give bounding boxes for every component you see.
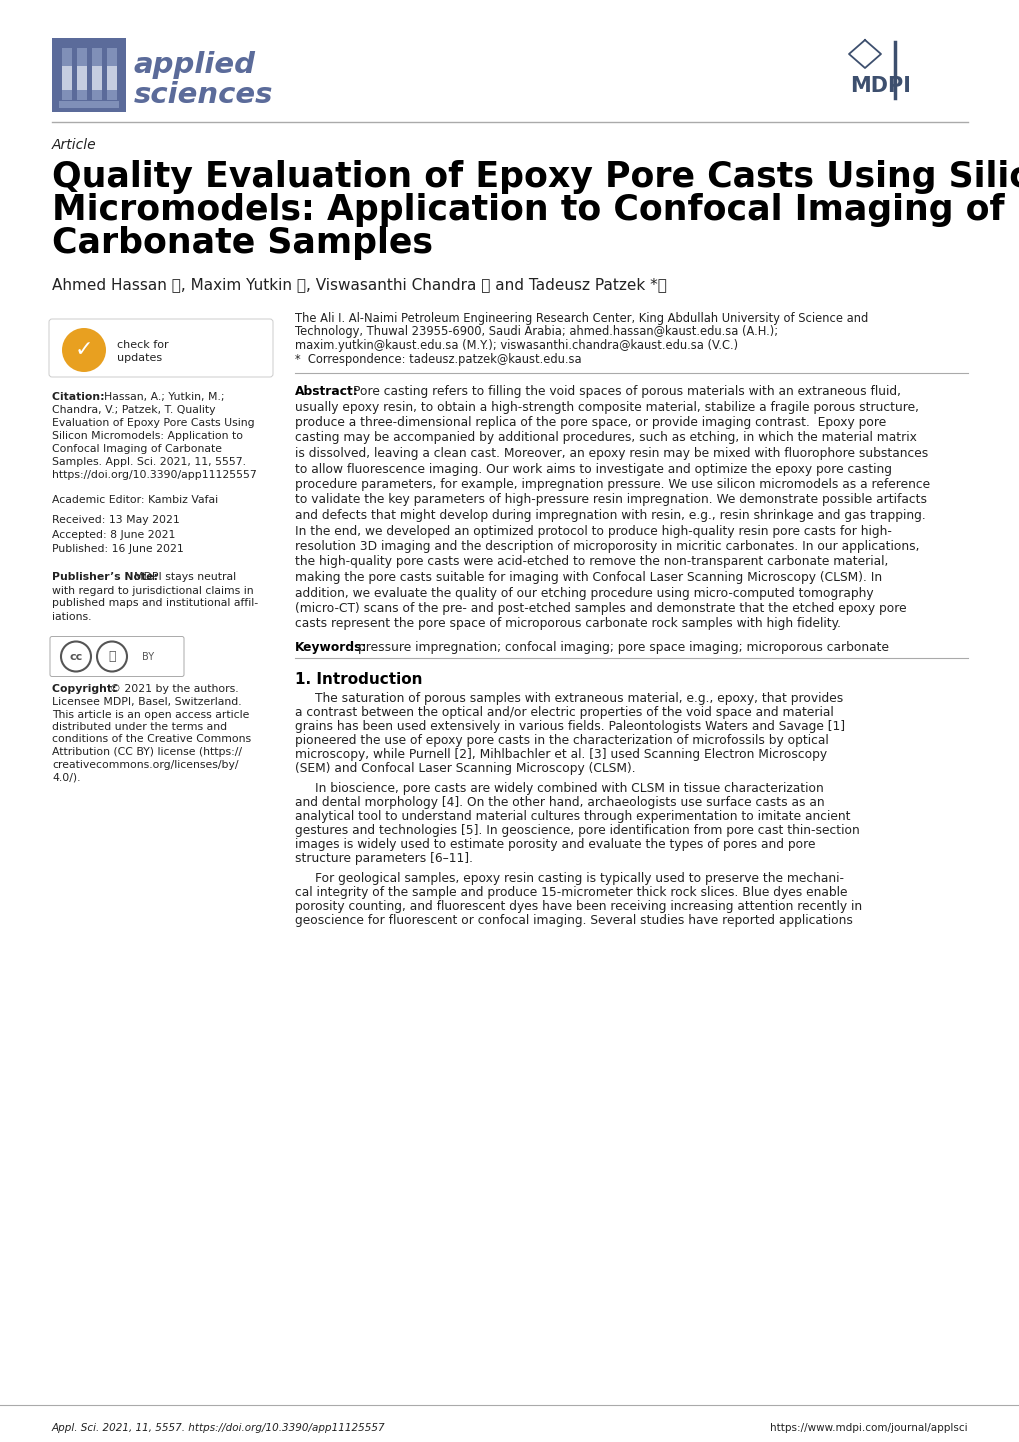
Text: casting may be accompanied by additional procedures, such as etching, in which t: casting may be accompanied by additional… (294, 431, 916, 444)
Text: MDPI stays neutral: MDPI stays neutral (133, 572, 235, 583)
Text: 4.0/).: 4.0/). (52, 771, 81, 782)
Text: MDPI: MDPI (849, 76, 910, 97)
Bar (62, 89, 72, 99)
Text: images is widely used to estimate porosity and evaluate the types of pores and p: images is widely used to estimate porosi… (294, 838, 815, 851)
Text: cc: cc (69, 652, 83, 662)
Text: conditions of the Creative Commons: conditions of the Creative Commons (52, 734, 251, 744)
Text: Abstract:: Abstract: (294, 385, 359, 398)
Text: The Ali I. Al-Naimi Petroleum Engineering Research Center, King Abdullah Univers: The Ali I. Al-Naimi Petroleum Engineerin… (294, 311, 867, 324)
Text: iations.: iations. (52, 611, 92, 622)
Text: Appl. Sci. 2021, 11, 5557. https://doi.org/10.3390/app11125557: Appl. Sci. 2021, 11, 5557. https://doi.o… (52, 1423, 385, 1433)
Text: Keywords:: Keywords: (294, 642, 367, 655)
Text: Technology, Thuwal 23955-6900, Saudi Arabia; ahmed.hassan@kaust.edu.sa (A.H.);: Technology, Thuwal 23955-6900, Saudi Ara… (294, 326, 777, 339)
Text: maxim.yutkin@kaust.edu.sa (M.Y.); viswasanthi.chandra@kaust.edu.sa (V.C.): maxim.yutkin@kaust.edu.sa (M.Y.); viswas… (294, 339, 738, 352)
Text: Accepted: 8 June 2021: Accepted: 8 June 2021 (52, 529, 175, 539)
FancyBboxPatch shape (49, 319, 273, 376)
Text: procedure parameters, for example, impregnation pressure. We use silicon micromo: procedure parameters, for example, impre… (294, 477, 929, 490)
Text: Article: Article (52, 138, 97, 151)
Text: to validate the key parameters of high-pressure resin impregnation. We demonstra: to validate the key parameters of high-p… (294, 493, 926, 506)
Bar (76, 66, 87, 89)
Circle shape (62, 327, 106, 372)
Text: https://www.mdpi.com/journal/applsci: https://www.mdpi.com/journal/applsci (769, 1423, 967, 1433)
Bar (59, 101, 119, 108)
Text: microscopy, while Purnell [2], Mihlbachler et al. [3] used Scanning Electron Mic: microscopy, while Purnell [2], Mihlbachl… (294, 748, 826, 761)
Bar (107, 66, 117, 89)
Bar (62, 66, 72, 89)
Text: making the pore casts suitable for imaging with Confocal Laser Scanning Microsco: making the pore casts suitable for imagi… (294, 571, 881, 584)
Text: to allow fluorescence imaging. Our work aims to investigate and optimize the epo: to allow fluorescence imaging. Our work … (294, 463, 892, 476)
Text: Quality Evaluation of Epoxy Pore Casts Using Silicon: Quality Evaluation of Epoxy Pore Casts U… (52, 160, 1019, 195)
Text: applied
sciences: applied sciences (133, 50, 273, 110)
Text: the high-quality pore casts were acid-etched to remove the non-transparent carbo: the high-quality pore casts were acid-et… (294, 555, 888, 568)
Text: (micro-CT) scans of the pre- and post-etched samples and demonstrate that the et: (micro-CT) scans of the pre- and post-et… (294, 601, 906, 614)
Bar (62, 48, 72, 66)
Bar (92, 66, 102, 89)
Bar (76, 48, 87, 66)
Text: Academic Editor: Kambiz Vafai: Academic Editor: Kambiz Vafai (52, 495, 218, 505)
Text: Citation:: Citation: (52, 392, 108, 402)
Text: ✓: ✓ (74, 340, 93, 360)
Bar (52, 37, 126, 112)
Text: Copyright:: Copyright: (52, 685, 120, 695)
FancyBboxPatch shape (50, 636, 183, 676)
Text: For geological samples, epoxy resin casting is typically used to preserve the me: For geological samples, epoxy resin cast… (315, 872, 843, 885)
Text: pioneered the use of epoxy pore casts in the characterization of microfossils by: pioneered the use of epoxy pore casts in… (294, 734, 828, 747)
Circle shape (97, 642, 127, 672)
Text: In the end, we developed an optimized protocol to produce high-quality resin por: In the end, we developed an optimized pr… (294, 525, 891, 538)
Text: published maps and institutional affil-: published maps and institutional affil- (52, 598, 258, 609)
Text: is dissolved, leaving a clean cast. Moreover, an epoxy resin may be mixed with f: is dissolved, leaving a clean cast. More… (294, 447, 927, 460)
Text: porosity counting, and fluorescent dyes have been receiving increasing attention: porosity counting, and fluorescent dyes … (294, 900, 861, 913)
Circle shape (61, 642, 91, 672)
Text: Licensee MDPI, Basel, Switzerland.: Licensee MDPI, Basel, Switzerland. (52, 696, 242, 707)
Text: Silicon Micromodels: Application to: Silicon Micromodels: Application to (52, 431, 243, 441)
Text: and dental morphology [4]. On the other hand, archaeologists use surface casts a: and dental morphology [4]. On the other … (294, 796, 823, 809)
Text: gestures and technologies [5]. In geoscience, pore identification from pore cast: gestures and technologies [5]. In geosci… (294, 823, 859, 836)
Text: a contrast between the optical and/or electric properties of the void space and : a contrast between the optical and/or el… (294, 707, 833, 720)
Text: structure parameters [6–11].: structure parameters [6–11]. (294, 852, 473, 865)
Text: and defects that might develop during impregnation with resin, e.g., resin shrin: and defects that might develop during im… (294, 509, 925, 522)
Text: cal integrity of the sample and produce 15-micrometer thick rock slices. Blue dy: cal integrity of the sample and produce … (294, 885, 847, 898)
Text: addition, we evaluate the quality of our etching procedure using micro-computed : addition, we evaluate the quality of our… (294, 587, 872, 600)
Text: Evaluation of Epoxy Pore Casts Using: Evaluation of Epoxy Pore Casts Using (52, 418, 255, 428)
Text: Publisher’s Note:: Publisher’s Note: (52, 572, 162, 583)
Text: *  Correspondence: tadeusz.patzek@kaust.edu.sa: * Correspondence: tadeusz.patzek@kaust.e… (294, 352, 581, 365)
Text: (SEM) and Confocal Laser Scanning Microscopy (CLSM).: (SEM) and Confocal Laser Scanning Micros… (294, 761, 635, 774)
Text: Ahmed Hassan ⓘ, Maxim Yutkin ⓘ, Viswasanthi Chandra ⓘ and Tadeusz Patzek *ⓘ: Ahmed Hassan ⓘ, Maxim Yutkin ⓘ, Viswasan… (52, 277, 666, 291)
Text: grains has been used extensively in various fields. Paleontologists Waters and S: grains has been used extensively in vari… (294, 720, 845, 733)
Text: This article is an open access article: This article is an open access article (52, 709, 249, 720)
Text: Confocal Imaging of Carbonate: Confocal Imaging of Carbonate (52, 444, 222, 454)
Text: https://doi.org/10.3390/app11125557: https://doi.org/10.3390/app11125557 (52, 470, 257, 480)
Text: resolution 3D imaging and the description of microporosity in micritic carbonate: resolution 3D imaging and the descriptio… (294, 539, 918, 552)
Text: check for
updates: check for updates (117, 340, 168, 363)
Text: Hassan, A.; Yutkin, M.;: Hassan, A.; Yutkin, M.; (104, 392, 224, 402)
Text: 1. Introduction: 1. Introduction (294, 672, 422, 686)
Text: usually epoxy resin, to obtain a high-strength composite material, stabilize a f: usually epoxy resin, to obtain a high-st… (294, 401, 918, 414)
Bar (107, 48, 117, 66)
Text: with regard to jurisdictional claims in: with regard to jurisdictional claims in (52, 585, 254, 596)
Text: Carbonate Samples: Carbonate Samples (52, 226, 433, 260)
Bar (107, 89, 117, 99)
Text: In bioscience, pore casts are widely combined with CLSM in tissue characterizati: In bioscience, pore casts are widely com… (315, 782, 823, 795)
Text: The saturation of porous samples with extraneous material, e.g., epoxy, that pro: The saturation of porous samples with ex… (315, 692, 843, 705)
Text: casts represent the pore space of microporous carbonate rock samples with high f: casts represent the pore space of microp… (294, 617, 841, 630)
Text: distributed under the terms and: distributed under the terms and (52, 722, 227, 733)
Text: Attribution (CC BY) license (https://: Attribution (CC BY) license (https:// (52, 747, 242, 757)
Text: Pore casting refers to filling the void spaces of porous materials with an extra: Pore casting refers to filling the void … (353, 385, 900, 398)
Bar (92, 48, 102, 66)
Text: pressure impregnation; confocal imaging; pore space imaging; microporous carbona: pressure impregnation; confocal imaging;… (358, 642, 889, 655)
Text: analytical tool to understand material cultures through experimentation to imita: analytical tool to understand material c… (294, 810, 850, 823)
Text: BY: BY (142, 652, 154, 662)
Text: Chandra, V.; Patzek, T. Quality: Chandra, V.; Patzek, T. Quality (52, 405, 215, 415)
Text: creativecommons.org/licenses/by/: creativecommons.org/licenses/by/ (52, 760, 238, 770)
Text: Published: 16 June 2021: Published: 16 June 2021 (52, 544, 183, 554)
Bar (92, 89, 102, 99)
Text: Samples. Appl. Sci. 2021, 11, 5557.: Samples. Appl. Sci. 2021, 11, 5557. (52, 457, 246, 467)
Text: geoscience for fluorescent or confocal imaging. Several studies have reported ap: geoscience for fluorescent or confocal i… (294, 914, 852, 927)
Text: Micromodels: Application to Confocal Imaging of: Micromodels: Application to Confocal Ima… (52, 193, 1004, 226)
Bar (76, 89, 87, 99)
Text: ⓘ: ⓘ (108, 650, 115, 663)
Text: © 2021 by the authors.: © 2021 by the authors. (110, 685, 238, 695)
Text: produce a three-dimensional replica of the pore space, or provide imaging contra: produce a three-dimensional replica of t… (294, 415, 886, 430)
Text: Received: 13 May 2021: Received: 13 May 2021 (52, 515, 179, 525)
